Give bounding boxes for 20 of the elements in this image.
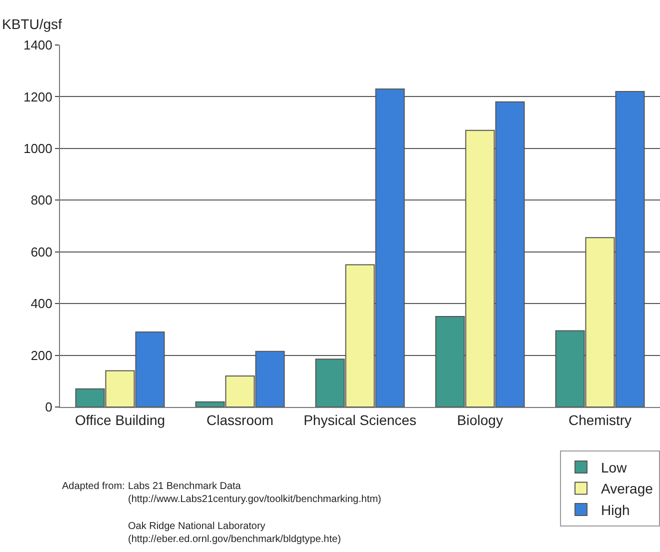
text: Adapted from: <box>62 481 125 492</box>
x-tick-label: Classroom <box>206 412 274 428</box>
y-tick-label: 1000 <box>23 140 52 156</box>
x-tick-label: Office Building <box>74 412 166 428</box>
y-tick-label: 0 <box>45 400 52 415</box>
y-tick-label: 600 <box>30 244 52 260</box>
legend-label: High <box>601 502 630 518</box>
legend-label: Average <box>601 480 654 497</box>
y-tick-label: 200 <box>30 348 52 363</box>
x-tick-label: Chemistry <box>568 412 632 428</box>
y-axis-title: KBTU/gsf <box>2 16 62 32</box>
text: Oak Ridge National Laboratory (http://eber.ed.ornl.gov/benchmark/bldgtype.hte) <box>128 521 341 545</box>
x-tick-label: Biology <box>457 412 503 428</box>
y-tick-label: 1200 <box>23 89 52 104</box>
text: Labs 21 Benchmark Data (http://www.Labs21century.gov/toolkit/benchmarking.htm) <box>128 481 382 505</box>
legend-label: Low <box>601 460 628 476</box>
y-tick-label: 800 <box>30 192 52 208</box>
y-tick-label: 400 <box>30 296 52 312</box>
y-tick-label: 1400 <box>23 38 52 53</box>
x-tick-label: Physical Sciences <box>304 412 416 428</box>
